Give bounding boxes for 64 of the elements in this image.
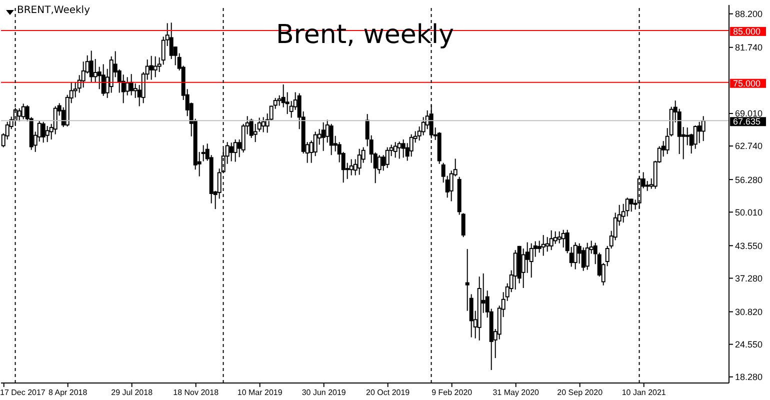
candlestick xyxy=(557,230,562,244)
candlestick xyxy=(229,142,234,162)
y-tick-label: 50.010 xyxy=(735,207,763,218)
x-tick-label: 31 May 2020 xyxy=(492,388,540,397)
y-tick-label: 18.280 xyxy=(735,372,763,382)
candlestick xyxy=(545,236,550,252)
candlestick xyxy=(349,158,354,176)
candlestick xyxy=(233,138,238,162)
chart-subtitle: BRENT,Weekly xyxy=(17,5,90,16)
y-tick-label: 30.820 xyxy=(735,306,763,317)
candlestick xyxy=(357,148,362,176)
candlestick xyxy=(249,118,254,138)
x-tick-label: 18 Nov 2018 xyxy=(173,388,220,397)
candlestick xyxy=(321,122,326,152)
candlestick xyxy=(561,229,566,248)
x-tick-label: 10 Mar 2019 xyxy=(237,388,283,397)
candlestick xyxy=(393,142,398,158)
candlestick xyxy=(125,76,130,96)
x-tick-label: 8 Apr 2018 xyxy=(48,388,88,397)
candlestick xyxy=(41,121,46,144)
ref-line-label: 85.000 xyxy=(733,26,761,36)
candlestick xyxy=(701,116,706,142)
x-tick-label: 20 Sep 2020 xyxy=(557,388,604,397)
candlestick xyxy=(397,141,402,160)
candlestick xyxy=(329,123,334,156)
x-tick-label: 20 Oct 2019 xyxy=(366,388,410,397)
candlestick xyxy=(541,234,546,256)
candlestick xyxy=(261,116,266,133)
candlestick xyxy=(693,124,698,150)
y-tick-label: 56.280 xyxy=(735,174,763,185)
x-tick-label: 17 Dec 2017 xyxy=(0,388,46,397)
candlestick xyxy=(513,250,518,290)
x-tick-label: 9 Feb 2020 xyxy=(432,388,473,397)
candlestick xyxy=(89,50,94,83)
candlestick xyxy=(101,64,106,96)
candlestick xyxy=(149,55,154,80)
candlestick xyxy=(573,242,578,270)
candlestick xyxy=(21,103,26,120)
candlestick xyxy=(629,198,634,212)
y-tick-label: 24.550 xyxy=(735,340,763,350)
candlestick xyxy=(277,94,282,106)
x-tick-label: 29 Jul 2018 xyxy=(111,388,154,397)
y-tick-label: 43.550 xyxy=(735,240,763,251)
candlestick xyxy=(529,242,534,278)
y-tick-label: 37.280 xyxy=(735,273,763,284)
ref-line-label: 75.000 xyxy=(733,78,761,88)
y-tick-label: 88.200 xyxy=(735,9,763,20)
candlestick xyxy=(169,22,174,60)
candlestick xyxy=(581,246,586,272)
candlestick xyxy=(385,146,390,169)
candlestick xyxy=(685,127,690,146)
x-tick-label: 30 Jun 2019 xyxy=(302,388,346,397)
candlestick xyxy=(153,56,158,78)
candlestick xyxy=(549,230,554,251)
y-tick-label: 69.010 xyxy=(735,108,763,119)
candlestick xyxy=(409,134,414,158)
candlestick xyxy=(585,242,590,270)
candlestick xyxy=(45,125,50,143)
x-tick-label: 10 Jan 2021 xyxy=(622,388,666,397)
ref-line-label: 67.635 xyxy=(733,116,761,127)
y-tick-label: 81.740 xyxy=(735,42,763,53)
candlestick xyxy=(401,138,406,158)
y-tick-label: 62.740 xyxy=(735,141,763,152)
candlestick xyxy=(645,180,650,192)
